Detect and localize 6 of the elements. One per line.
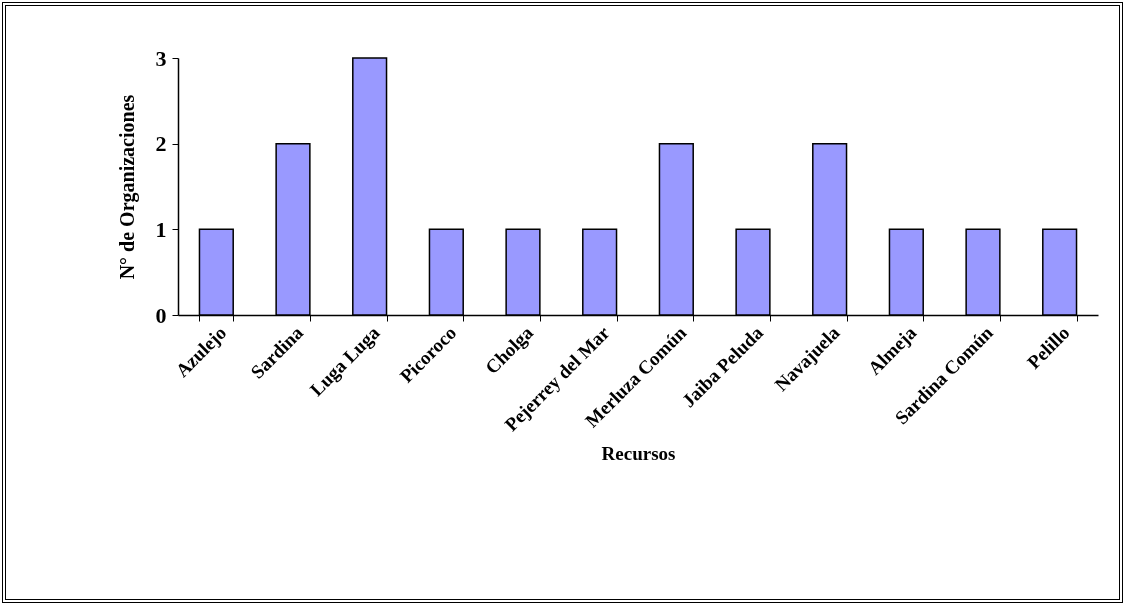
x-axis-title: Recursos xyxy=(601,443,676,465)
y-tick-label: 3 xyxy=(155,45,167,71)
y-tick-label: 2 xyxy=(155,131,167,157)
y-tick-label: 1 xyxy=(155,216,167,242)
y-axis-title: N° de Organizaciones xyxy=(115,94,139,280)
y-tick-label: 0 xyxy=(155,302,167,328)
